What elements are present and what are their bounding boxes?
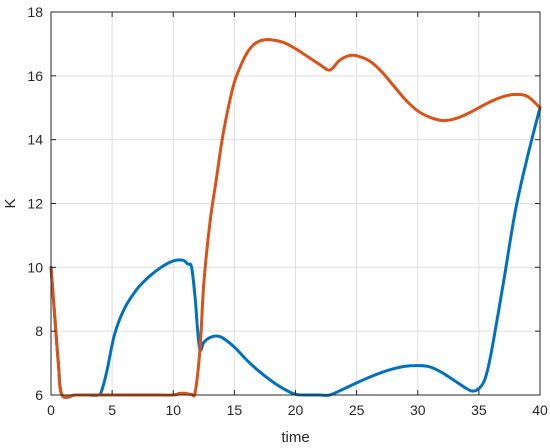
- x-tick-label: 15: [227, 402, 243, 418]
- x-tick-label: 25: [349, 402, 365, 418]
- x-tick-label: 20: [288, 402, 304, 418]
- series-line-1: [49, 106, 542, 399]
- x-tick-label: 30: [410, 402, 426, 418]
- y-tick-label: 6: [35, 387, 43, 403]
- y-tick-label: 8: [35, 323, 43, 339]
- x-tick-label: 10: [165, 402, 181, 418]
- y-tick-label: 14: [27, 132, 43, 148]
- x-tick-label: 40: [532, 402, 548, 418]
- y-axis-label: K: [2, 198, 19, 208]
- x-axis-label: time: [281, 429, 309, 446]
- x-tick-label: 5: [108, 402, 116, 418]
- axes: [50, 11, 541, 396]
- y-tick-label: 12: [27, 196, 43, 212]
- y-tick-label: 10: [27, 259, 43, 275]
- tick-labels: 0 5 10 15 20 25 30 35 40 6 8 10 12 14 16 18: [27, 4, 548, 418]
- y-tick-label: 18: [27, 4, 43, 20]
- x-tick-label: 0: [47, 402, 55, 418]
- grid: [50, 11, 541, 396]
- x-tick-label: 35: [471, 402, 487, 418]
- y-tick-label: 16: [27, 68, 43, 84]
